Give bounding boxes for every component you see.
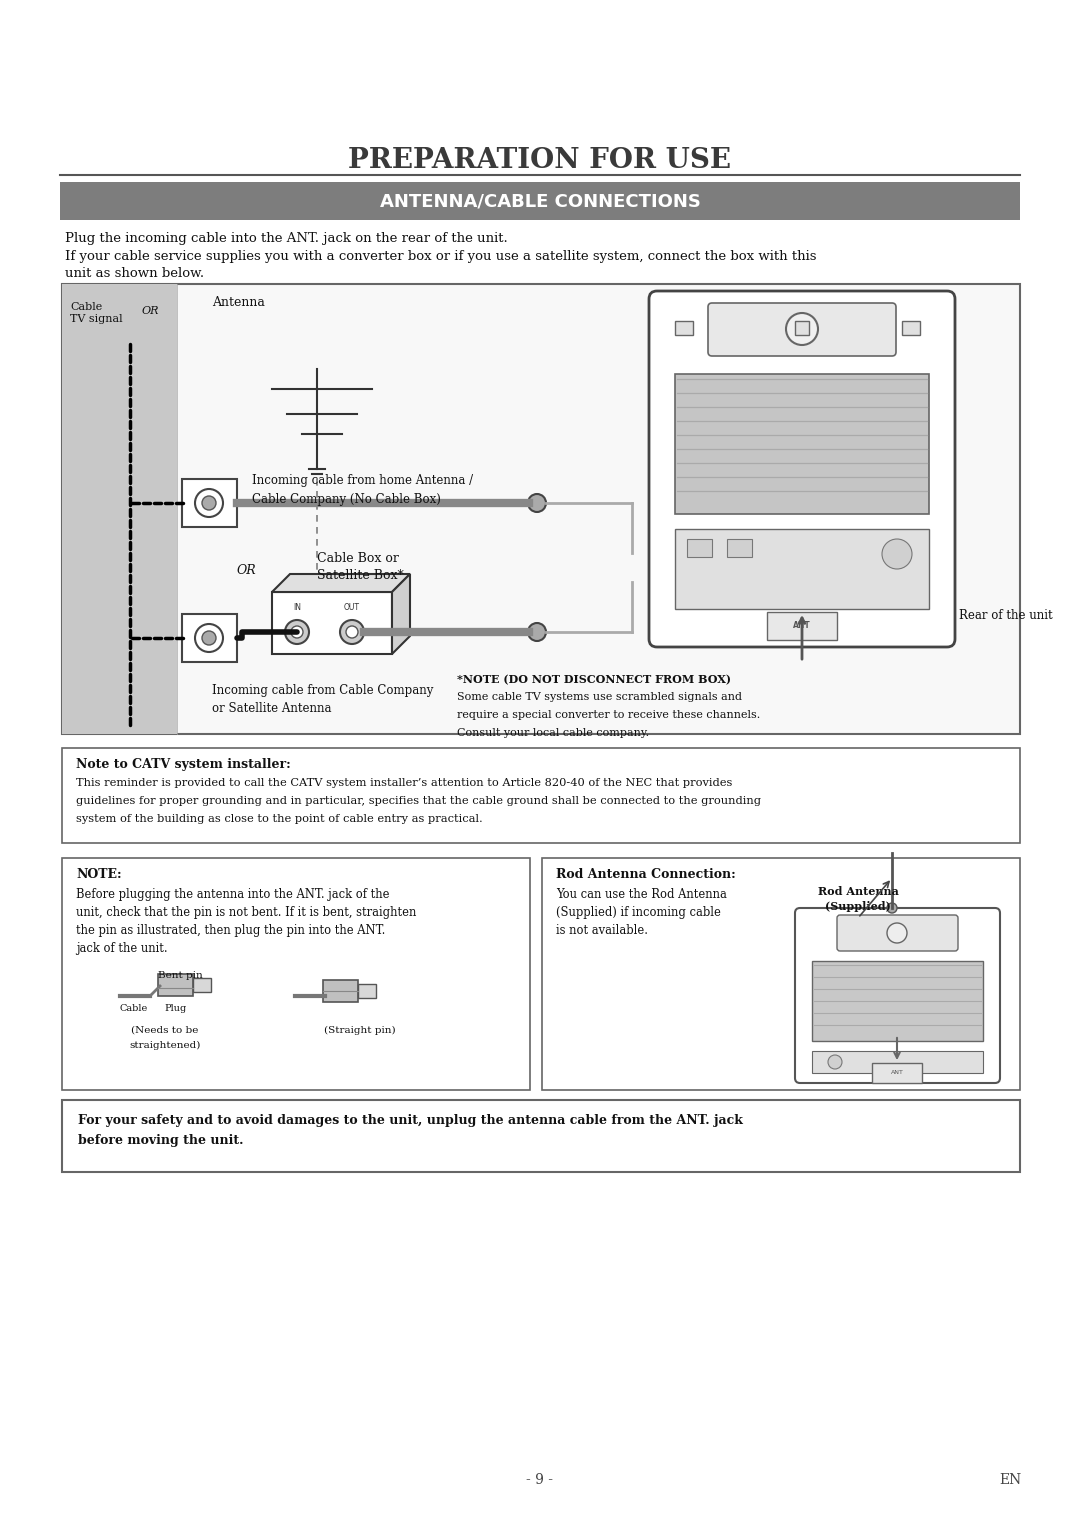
Text: system of the building as close to the point of cable entry as practical.: system of the building as close to the p… bbox=[76, 814, 483, 824]
Bar bbox=[62, 749, 1020, 843]
Circle shape bbox=[340, 620, 364, 643]
Text: IN: IN bbox=[293, 604, 301, 613]
Circle shape bbox=[528, 494, 546, 512]
Text: Incoming cable from Cable Company: Incoming cable from Cable Company bbox=[212, 685, 433, 697]
Text: Consult your local cable company.: Consult your local cable company. bbox=[457, 727, 649, 738]
Text: is not available.: is not available. bbox=[556, 924, 648, 937]
Text: OR: OR bbox=[237, 564, 257, 578]
Bar bbox=[193, 978, 211, 992]
Text: ANTENNA/CABLE CONNECTIONS: ANTENNA/CABLE CONNECTIONS bbox=[379, 193, 701, 209]
Bar bbox=[62, 284, 1020, 733]
Circle shape bbox=[786, 313, 818, 345]
Bar bbox=[812, 961, 983, 1041]
Bar bbox=[357, 984, 376, 998]
Text: *NOTE (DO NOT DISCONNECT FROM BOX): *NOTE (DO NOT DISCONNECT FROM BOX) bbox=[457, 674, 731, 685]
Circle shape bbox=[202, 497, 216, 510]
Text: OR: OR bbox=[141, 306, 160, 316]
Text: Cable Box or
Satellite Box*: Cable Box or Satellite Box* bbox=[318, 552, 404, 582]
Text: Some cable TV systems use scrambled signals and: Some cable TV systems use scrambled sign… bbox=[457, 692, 742, 701]
Text: Incoming cable from home Antenna /: Incoming cable from home Antenna / bbox=[252, 474, 473, 487]
Text: (Needs to be: (Needs to be bbox=[132, 1025, 199, 1034]
Bar bbox=[62, 1100, 1020, 1172]
Circle shape bbox=[285, 620, 309, 643]
FancyBboxPatch shape bbox=[795, 908, 1000, 1083]
Bar bbox=[795, 321, 809, 335]
Bar bbox=[62, 859, 530, 1089]
Text: Cable
TV signal: Cable TV signal bbox=[70, 303, 123, 324]
Text: ANT: ANT bbox=[891, 1071, 904, 1076]
Polygon shape bbox=[272, 575, 410, 591]
Text: If your cable service supplies you with a converter box or if you use a satellit: If your cable service supplies you with … bbox=[65, 251, 816, 263]
Text: OUT: OUT bbox=[345, 604, 360, 613]
Bar bbox=[727, 539, 752, 558]
Text: unit, check that the pin is not bent. If it is bent, straighten: unit, check that the pin is not bent. If… bbox=[76, 906, 417, 918]
Text: For your safety and to avoid damages to the unit, unplug the antenna cable from : For your safety and to avoid damages to … bbox=[78, 1114, 743, 1128]
Bar bbox=[687, 539, 712, 558]
Text: unit as shown below.: unit as shown below. bbox=[65, 267, 204, 280]
Circle shape bbox=[195, 623, 222, 652]
Text: Plug the incoming cable into the ANT. jack on the rear of the unit.: Plug the incoming cable into the ANT. ja… bbox=[65, 232, 508, 244]
Text: Rod Antenna Connection:: Rod Antenna Connection: bbox=[556, 868, 735, 882]
Text: the pin as illustrated, then plug the pin into the ANT.: the pin as illustrated, then plug the pi… bbox=[76, 924, 386, 937]
Bar bbox=[60, 182, 1020, 220]
Bar bbox=[812, 1051, 983, 1073]
Text: - 9 -: - 9 - bbox=[527, 1473, 554, 1487]
Circle shape bbox=[346, 626, 357, 639]
Bar bbox=[158, 973, 193, 996]
Circle shape bbox=[828, 1054, 842, 1070]
Text: This reminder is provided to call the CATV system installer’s attention to Artic: This reminder is provided to call the CA… bbox=[76, 778, 732, 788]
Text: Before plugging the antenna into the ANT. jack of the: Before plugging the antenna into the ANT… bbox=[76, 888, 390, 902]
Text: guidelines for proper grounding and in particular, specifies that the cable grou: guidelines for proper grounding and in p… bbox=[76, 796, 761, 805]
Circle shape bbox=[202, 631, 216, 645]
Bar bbox=[902, 321, 920, 335]
Bar bbox=[323, 979, 357, 1002]
Text: Rear of the unit: Rear of the unit bbox=[959, 610, 1053, 622]
Text: EN: EN bbox=[999, 1473, 1021, 1487]
Bar bbox=[62, 284, 177, 733]
Bar bbox=[872, 1063, 922, 1083]
Text: Bent pin: Bent pin bbox=[158, 970, 202, 979]
Bar bbox=[183, 478, 237, 527]
Circle shape bbox=[195, 489, 222, 516]
Bar bbox=[542, 859, 1020, 1089]
Text: or Satellite Antenna: or Satellite Antenna bbox=[212, 701, 332, 715]
Text: (Supplied) if incoming cable: (Supplied) if incoming cable bbox=[556, 906, 720, 918]
FancyBboxPatch shape bbox=[649, 290, 955, 646]
Circle shape bbox=[882, 539, 912, 568]
Text: Rod Antenna: Rod Antenna bbox=[818, 886, 899, 897]
Text: PREPARATION FOR USE: PREPARATION FOR USE bbox=[349, 147, 731, 174]
Text: Antenna: Antenna bbox=[212, 296, 265, 309]
Text: NOTE:: NOTE: bbox=[76, 868, 122, 882]
Text: (Supplied): (Supplied) bbox=[825, 902, 891, 912]
Circle shape bbox=[528, 623, 546, 642]
Text: Cable: Cable bbox=[120, 1004, 148, 1013]
Polygon shape bbox=[392, 575, 410, 654]
Text: require a special converter to receive these channels.: require a special converter to receive t… bbox=[457, 711, 760, 720]
Text: (Straight pin): (Straight pin) bbox=[324, 1025, 395, 1034]
Text: Cable Company (No Cable Box): Cable Company (No Cable Box) bbox=[252, 494, 441, 506]
Bar bbox=[675, 321, 693, 335]
Text: ANT: ANT bbox=[793, 620, 811, 630]
Circle shape bbox=[887, 923, 907, 943]
FancyBboxPatch shape bbox=[837, 915, 958, 950]
Bar bbox=[767, 613, 837, 640]
Text: You can use the Rod Antenna: You can use the Rod Antenna bbox=[556, 888, 727, 902]
Text: straightened): straightened) bbox=[130, 1041, 201, 1050]
Text: jack of the unit.: jack of the unit. bbox=[76, 941, 167, 955]
Text: Plug: Plug bbox=[165, 1004, 187, 1013]
Circle shape bbox=[887, 903, 897, 914]
Text: Note to CATV system installer:: Note to CATV system installer: bbox=[76, 758, 291, 772]
Bar bbox=[675, 529, 929, 610]
Bar bbox=[675, 374, 929, 513]
Bar bbox=[272, 591, 392, 654]
Bar bbox=[183, 614, 237, 662]
FancyBboxPatch shape bbox=[708, 303, 896, 356]
Text: before moving the unit.: before moving the unit. bbox=[78, 1134, 243, 1148]
Circle shape bbox=[291, 626, 303, 639]
